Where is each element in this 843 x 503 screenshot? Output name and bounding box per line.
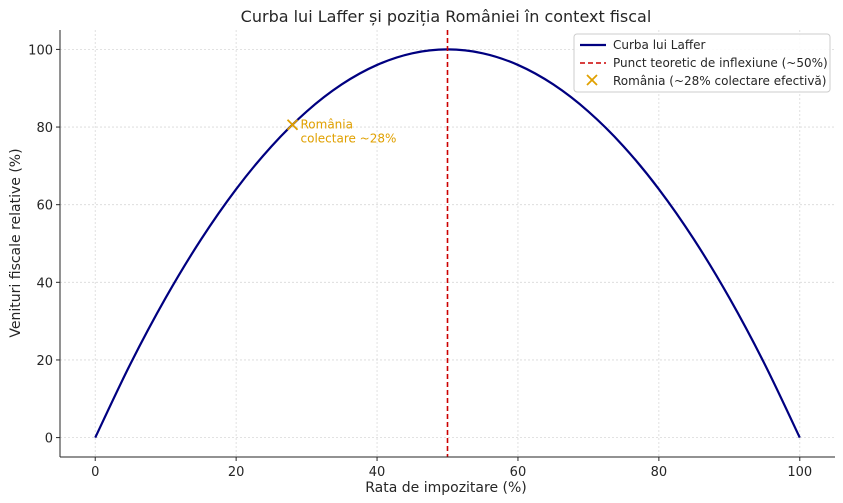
x-axis-label: Rata de impozitare (%) bbox=[365, 480, 527, 496]
legend-label-inflexiune: Punct teoretic de inflexiune (~50%) bbox=[613, 56, 828, 70]
legend-box bbox=[573, 33, 831, 93]
y-tick-label: 0 bbox=[45, 432, 53, 447]
axes-layer: 0 20 40 60 80 100 0 20 40 60 80 100 bbox=[28, 30, 835, 480]
romania-annotation: România colectare ~28% bbox=[301, 118, 397, 146]
y-tick-label: 40 bbox=[36, 276, 53, 291]
x-tick-label: 0 bbox=[91, 465, 99, 480]
x-tick-label: 40 bbox=[369, 465, 386, 480]
legend-label-romania: România (~28% colectare efectivă) bbox=[613, 74, 826, 88]
x-tick-label: 20 bbox=[228, 465, 245, 480]
y-tick-label: 100 bbox=[28, 43, 53, 58]
x-tick-label: 60 bbox=[510, 465, 527, 480]
y-axis-label: Venituri fiscale relative (%) bbox=[8, 148, 24, 337]
romania-marker-stroke bbox=[286, 119, 299, 131]
romania-annotation-line: România bbox=[301, 118, 353, 132]
y-tick-label: 80 bbox=[36, 121, 53, 136]
y-tick-label: 20 bbox=[36, 354, 53, 369]
x-tick-label: 100 bbox=[787, 465, 812, 480]
series-line-laffer bbox=[94, 48, 801, 439]
chart-title: Curba lui Laffer și poziția României în … bbox=[241, 7, 652, 26]
romania-annotation-line: colectare ~28% bbox=[301, 132, 397, 146]
romania-marker bbox=[286, 119, 299, 131]
legend-label-laffer: Curba lui Laffer bbox=[613, 38, 705, 52]
grid-layer bbox=[60, 30, 835, 457]
y-tick-label: 60 bbox=[36, 199, 53, 214]
x-tick-label: 80 bbox=[651, 465, 668, 480]
annotation-layer: România colectare ~28% bbox=[301, 118, 397, 146]
legend: Curba lui Laffer Punct teoretic de infle… bbox=[573, 33, 831, 93]
legend-swatch-romania bbox=[586, 74, 598, 86]
data-layer bbox=[94, 30, 801, 457]
